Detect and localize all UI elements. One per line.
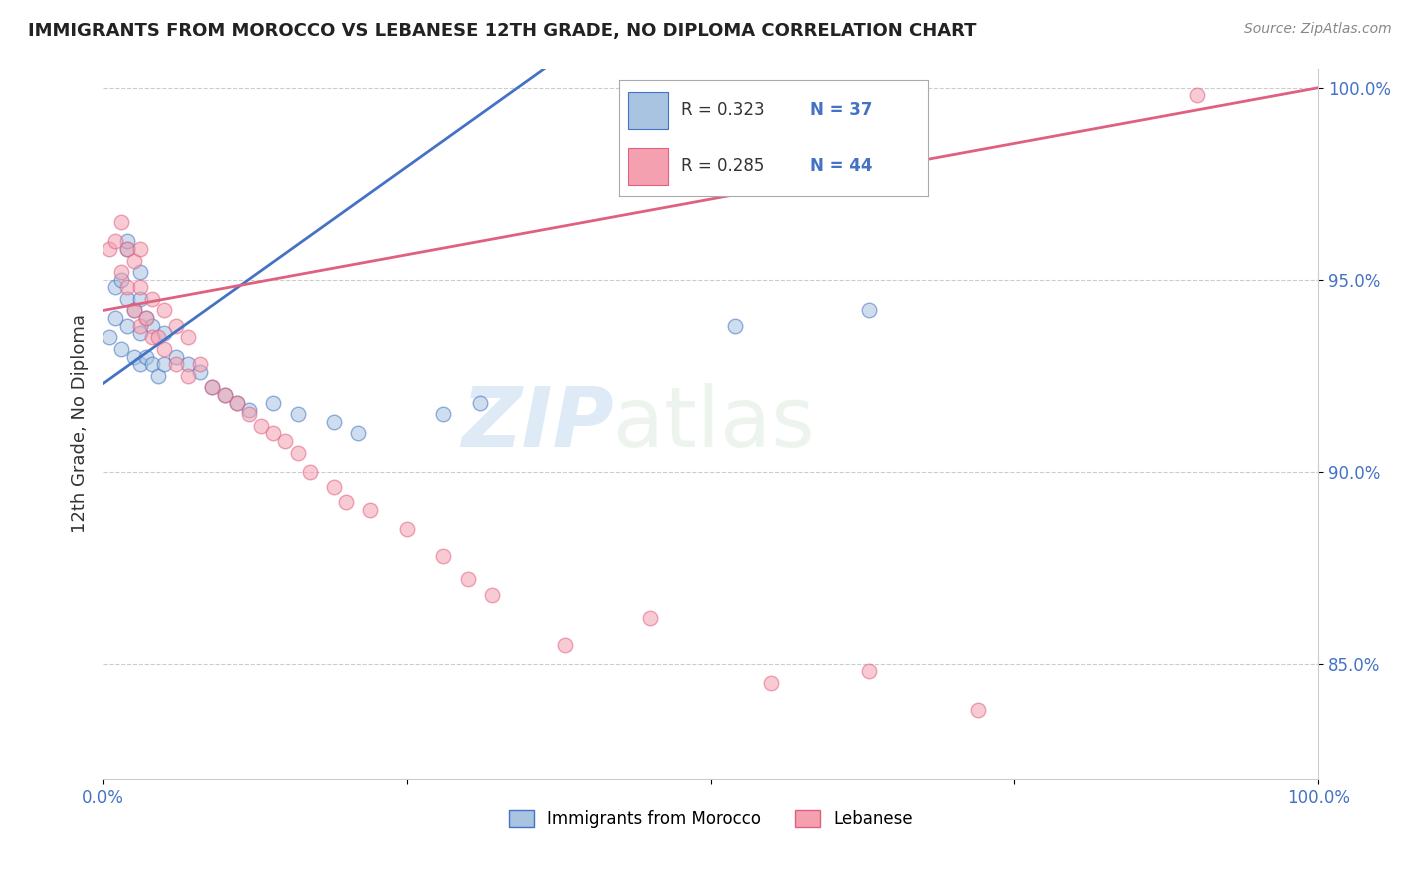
Point: [468, 395, 491, 409]
Point: [225, 395, 247, 409]
Text: R = 0.285: R = 0.285: [681, 157, 763, 175]
Point: [177, 368, 200, 383]
Point: [967, 703, 990, 717]
Point: [128, 357, 150, 371]
Point: [128, 292, 150, 306]
Point: [165, 318, 187, 333]
Point: [146, 368, 169, 383]
Point: [153, 342, 176, 356]
Point: [250, 418, 273, 433]
Point: [1185, 88, 1208, 103]
Point: [298, 465, 321, 479]
Point: [104, 311, 127, 326]
Point: [104, 235, 127, 249]
Point: [638, 610, 661, 624]
Point: [110, 342, 132, 356]
Point: [238, 407, 260, 421]
Point: [201, 380, 224, 394]
Point: [110, 215, 132, 229]
Point: [146, 330, 169, 344]
Point: [153, 357, 176, 371]
Point: [432, 407, 454, 421]
Point: [122, 303, 145, 318]
Point: [724, 318, 747, 333]
Point: [128, 265, 150, 279]
Point: [262, 426, 284, 441]
Point: [141, 318, 163, 333]
Point: [117, 292, 139, 306]
Point: [761, 676, 783, 690]
Point: [287, 445, 309, 459]
Bar: [628, 147, 668, 185]
Text: ZIP: ZIP: [461, 384, 613, 464]
Text: atlas: atlas: [613, 384, 815, 464]
Point: [128, 280, 150, 294]
Point: [165, 357, 187, 371]
Point: [141, 292, 163, 306]
Point: [432, 549, 454, 564]
Point: [135, 350, 157, 364]
Point: [98, 242, 121, 256]
Point: [122, 253, 145, 268]
Point: [188, 357, 211, 371]
Legend: Immigrants from Morocco, Lebanese: Immigrants from Morocco, Lebanese: [502, 803, 920, 835]
Point: [153, 326, 176, 341]
Point: [128, 242, 150, 256]
Point: [122, 303, 145, 318]
Point: [153, 303, 176, 318]
Point: [225, 395, 247, 409]
Text: R = 0.323: R = 0.323: [681, 102, 763, 120]
Point: [117, 280, 139, 294]
Point: [110, 273, 132, 287]
Point: [457, 572, 479, 586]
Point: [141, 330, 163, 344]
Point: [481, 588, 503, 602]
Point: [177, 357, 200, 371]
Bar: [628, 92, 668, 129]
Point: [262, 395, 284, 409]
Point: [335, 495, 357, 509]
Point: [323, 480, 346, 494]
Point: [117, 242, 139, 256]
Point: [554, 638, 576, 652]
Point: [395, 522, 418, 536]
Point: [323, 415, 346, 429]
Point: [128, 326, 150, 341]
Point: [165, 350, 187, 364]
Point: [141, 357, 163, 371]
Point: [188, 365, 211, 379]
Point: [98, 330, 121, 344]
Point: [201, 380, 224, 394]
Point: [359, 503, 381, 517]
Text: Source: ZipAtlas.com: Source: ZipAtlas.com: [1244, 22, 1392, 37]
Text: IMMIGRANTS FROM MOROCCO VS LEBANESE 12TH GRADE, NO DIPLOMA CORRELATION CHART: IMMIGRANTS FROM MOROCCO VS LEBANESE 12TH…: [28, 22, 977, 40]
Point: [347, 426, 370, 441]
Point: [238, 403, 260, 417]
Point: [117, 235, 139, 249]
Point: [110, 265, 132, 279]
Point: [177, 330, 200, 344]
Point: [214, 388, 236, 402]
Point: [274, 434, 297, 448]
Point: [214, 388, 236, 402]
Point: [287, 407, 309, 421]
Point: [858, 665, 880, 679]
Text: N = 44: N = 44: [810, 157, 873, 175]
Text: N = 37: N = 37: [810, 102, 873, 120]
Y-axis label: 12th Grade, No Diploma: 12th Grade, No Diploma: [72, 314, 89, 533]
Point: [135, 311, 157, 326]
Point: [135, 311, 157, 326]
Point: [122, 350, 145, 364]
Point: [104, 280, 127, 294]
Point: [117, 318, 139, 333]
Point: [128, 318, 150, 333]
Point: [117, 242, 139, 256]
Point: [858, 303, 880, 318]
